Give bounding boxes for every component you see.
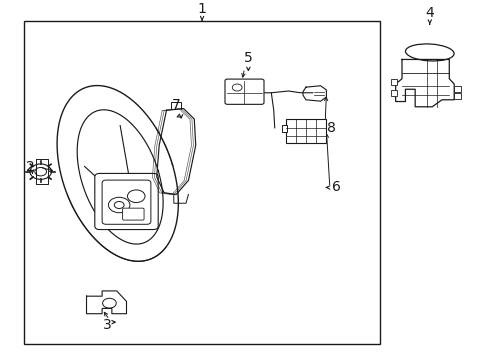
Text: 7: 7 — [171, 98, 180, 112]
Text: 5: 5 — [244, 51, 252, 65]
Bar — [453, 94, 461, 99]
FancyBboxPatch shape — [122, 208, 144, 220]
Bar — [390, 90, 396, 95]
Text: 1: 1 — [197, 2, 206, 16]
Text: 8: 8 — [327, 121, 336, 135]
Bar — [281, 125, 287, 132]
Bar — [24, 21, 379, 343]
Bar — [390, 80, 396, 85]
Ellipse shape — [405, 44, 453, 61]
Text: 6: 6 — [331, 180, 341, 194]
Bar — [286, 120, 326, 143]
FancyBboxPatch shape — [224, 79, 264, 104]
Text: 3: 3 — [102, 318, 111, 332]
FancyBboxPatch shape — [102, 180, 151, 224]
Text: 4: 4 — [425, 6, 433, 20]
FancyBboxPatch shape — [95, 174, 158, 230]
Bar — [453, 86, 461, 92]
Text: 2: 2 — [25, 160, 34, 174]
